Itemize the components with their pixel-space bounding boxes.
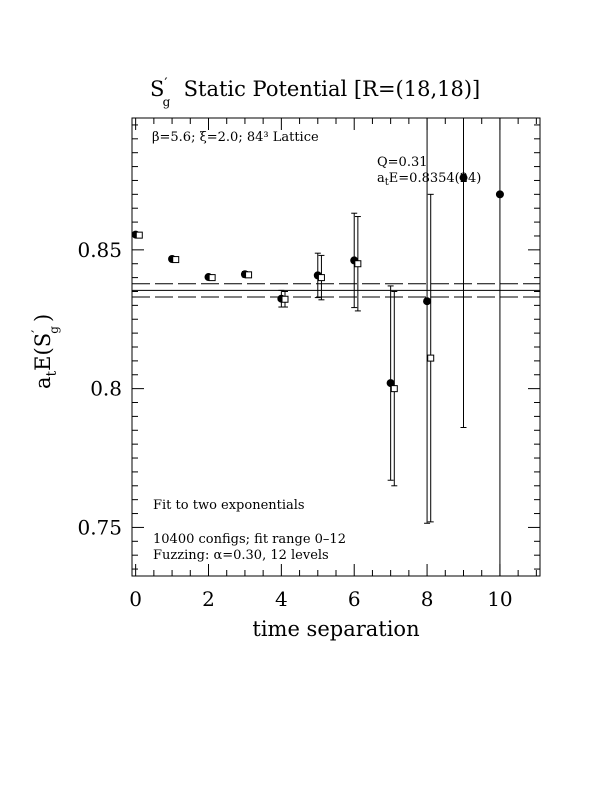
q-annotation: Q=0.31 [377, 155, 428, 170]
y-tick-label: 0.75 [77, 515, 122, 539]
x-tick-label: 0 [129, 587, 142, 611]
configs-annotation: 10400 configs; fit range 0–12 [153, 532, 346, 547]
data-point-circle [423, 297, 432, 306]
x-tick-label: 10 [487, 587, 512, 611]
data-point-circle [459, 173, 468, 182]
x-tick-label: 2 [202, 587, 215, 611]
lattice-annotation: β=5.6; ξ=2.0; 84³ Lattice [152, 130, 319, 145]
x-tick-label: 6 [348, 587, 361, 611]
y-tick-label: 0.8 [90, 377, 122, 401]
data-series [131, 118, 504, 576]
y-axis-label: atE(S′g) [30, 314, 61, 389]
x-axis-label: time separation [252, 617, 419, 641]
fit-band [132, 283, 540, 298]
data-point-square [281, 295, 289, 303]
data-point-square [245, 271, 253, 279]
fit-type-annotation: Fit to two exponentials [153, 498, 305, 513]
y-ticks: 0.75 0.8 0.85 [77, 124, 540, 570]
chart-title: S′ g Static Potential [R=(18,18)] [150, 76, 480, 109]
data-point-square [135, 231, 143, 239]
data-point-square [354, 260, 362, 268]
data-point-square [208, 274, 216, 282]
x-tick-label: 4 [275, 587, 288, 611]
data-point-circle [495, 190, 504, 199]
data-point-square [390, 385, 398, 393]
x-tick-label: 8 [421, 587, 434, 611]
data-point-square [317, 274, 325, 282]
fuzzing-annotation: Fuzzing: α=0.30, 12 levels [153, 548, 329, 563]
data-point-square [172, 256, 180, 264]
data-point-circle [386, 379, 395, 388]
x-ticks: 0 2 4 6 8 10 [129, 118, 537, 611]
fit-value-annotation: atE=0.8354(24) [377, 171, 481, 188]
data-point-square [427, 354, 435, 362]
y-tick-label: 0.85 [77, 238, 122, 262]
